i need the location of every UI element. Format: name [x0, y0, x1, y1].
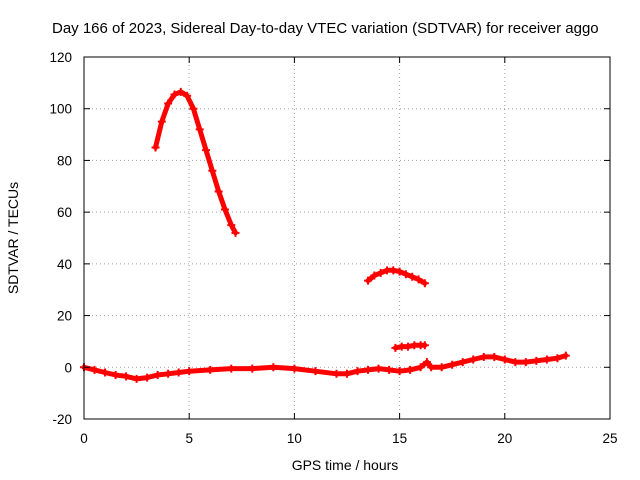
y-tick-label: 20	[57, 309, 72, 324]
data-point	[174, 368, 183, 377]
data-point	[227, 364, 236, 373]
grid	[84, 57, 610, 419]
data-point	[406, 365, 415, 374]
axis-ticks	[83, 56, 611, 420]
data-point	[500, 355, 509, 364]
data-point	[364, 365, 373, 374]
series-afternoon-arc-points	[364, 266, 429, 288]
data-point	[427, 363, 436, 372]
y-tick-label: -20	[52, 412, 72, 427]
data-point	[374, 364, 383, 373]
y-tick-label: 100	[49, 102, 72, 117]
data-point	[214, 187, 223, 196]
series-morning-arc	[153, 89, 238, 236]
data-point	[389, 266, 398, 275]
y-tick-labels: -20 0 20 40 60 80 100 120	[49, 50, 72, 427]
data-point	[189, 104, 198, 113]
data-point	[376, 268, 385, 277]
data-point	[437, 363, 446, 372]
data-point	[532, 356, 541, 365]
x-tick-label: 10	[287, 431, 302, 446]
data-point	[220, 205, 229, 214]
x-tick-label: 0	[80, 431, 88, 446]
data-point	[511, 358, 520, 367]
data-point	[153, 371, 162, 380]
data-point	[157, 117, 166, 126]
chart-title: Day 166 of 2023, Sidereal Day-to-day VTE…	[52, 20, 599, 37]
plot-frame	[83, 56, 611, 420]
data-point	[353, 367, 362, 376]
data-point	[420, 341, 429, 350]
data-point	[385, 365, 394, 374]
data-point	[401, 270, 410, 279]
data-point	[542, 355, 551, 364]
y-tick-label: 0	[64, 360, 72, 375]
data-series-group	[80, 87, 570, 383]
x-tick-label: 5	[185, 431, 193, 446]
data-point	[208, 166, 217, 175]
data-point	[490, 352, 499, 361]
data-point	[395, 367, 404, 376]
data-point	[364, 276, 373, 285]
data-point	[391, 343, 400, 352]
data-point	[416, 363, 425, 372]
data-point	[458, 358, 467, 367]
y-tick-label: 60	[57, 205, 72, 220]
data-point	[185, 367, 194, 376]
data-point	[143, 373, 152, 382]
x-tick-label: 20	[497, 431, 512, 446]
data-point	[122, 372, 131, 381]
series-morning-arc-points	[151, 87, 240, 237]
data-point	[206, 365, 215, 374]
data-point	[414, 275, 423, 284]
data-point	[561, 351, 570, 360]
data-point	[469, 355, 478, 364]
data-point	[164, 99, 173, 108]
data-point	[479, 352, 488, 361]
y-axis-label: SDTVAR / TECUs	[5, 182, 21, 294]
y-tick-label: 40	[57, 257, 72, 272]
data-point	[290, 364, 299, 373]
data-point	[370, 271, 379, 280]
data-point	[521, 358, 530, 367]
y-tick-label: 120	[49, 50, 72, 65]
data-point	[422, 358, 431, 367]
data-point	[448, 360, 457, 369]
data-point	[269, 363, 278, 372]
x-axis-label: GPS time / hours	[292, 457, 399, 473]
data-point	[553, 354, 562, 363]
data-point	[90, 365, 99, 374]
data-point	[170, 90, 179, 99]
data-point	[227, 221, 236, 230]
series-short-segment-points	[391, 341, 429, 352]
data-point	[311, 367, 320, 376]
data-point	[420, 279, 429, 288]
data-point	[395, 267, 404, 276]
data-point	[164, 369, 173, 378]
data-point	[408, 272, 417, 281]
x-tick-label: 15	[392, 431, 407, 446]
data-point	[404, 342, 413, 351]
data-point	[332, 369, 341, 378]
data-point	[101, 368, 110, 377]
y-tick-label: 80	[57, 153, 72, 168]
data-point	[195, 125, 204, 134]
data-point	[111, 371, 120, 380]
data-point	[202, 146, 211, 155]
x-tick-label: 25	[602, 431, 617, 446]
data-point	[231, 228, 240, 237]
data-point	[183, 91, 192, 100]
data-point	[176, 87, 185, 96]
data-point	[132, 374, 141, 383]
data-point	[343, 369, 351, 378]
data-point	[151, 143, 160, 152]
x-tick-labels: 0 5 10 15 20 25	[80, 431, 617, 446]
data-point	[248, 364, 257, 373]
